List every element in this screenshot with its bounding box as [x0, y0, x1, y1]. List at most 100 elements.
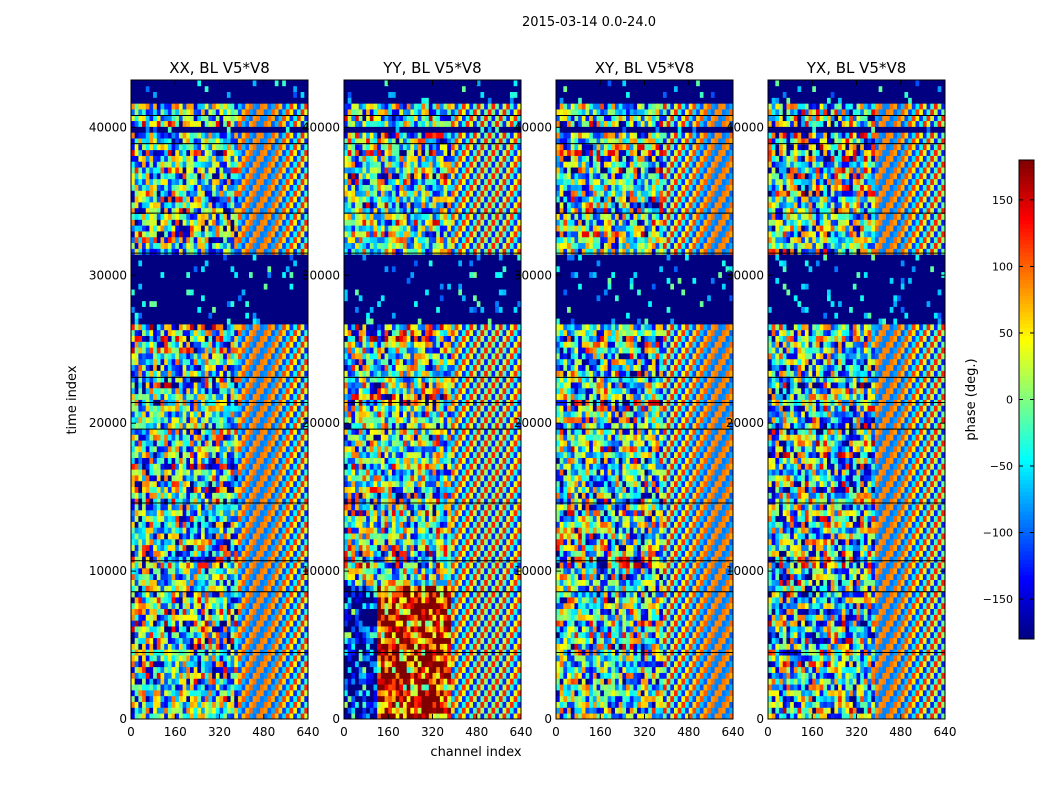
heatmap-cell [237, 451, 243, 458]
heatmap-cell [156, 289, 161, 296]
heatmap-cell [142, 469, 147, 476]
heatmap-cell [282, 364, 287, 371]
heatmap-cell [186, 248, 191, 255]
heatmap-cell [226, 614, 231, 621]
heatmap-cell [186, 341, 191, 348]
heatmap-cell [289, 132, 294, 139]
heatmap-cell [252, 329, 257, 336]
heatmap-cell [293, 492, 298, 499]
heatmap-cell [219, 533, 224, 540]
heatmap-cell [138, 637, 143, 644]
heatmap-cell [164, 457, 169, 464]
heatmap-cell [138, 480, 143, 488]
heatmap-cell [300, 562, 305, 569]
heatmap-cell [285, 567, 290, 575]
heatmap-cell [296, 306, 302, 313]
heatmap-cell [241, 329, 246, 336]
heatmap-cell [245, 405, 250, 412]
heatmap-cell [263, 149, 268, 156]
heatmap-cell [267, 538, 272, 546]
heatmap-cell [149, 666, 154, 673]
heatmap-cell [285, 445, 290, 453]
heatmap-cell [197, 585, 202, 592]
heatmap-cell [293, 567, 298, 575]
heatmap-cell [223, 416, 228, 424]
heatmap-cell [186, 312, 191, 319]
heatmap-cell [274, 486, 279, 493]
heatmap-cell [245, 178, 250, 185]
heatmap-cell [131, 225, 136, 232]
heatmap-cell [164, 149, 169, 156]
heatmap-cell [282, 382, 287, 389]
heatmap-cell [256, 660, 261, 668]
heatmap-cell [190, 289, 195, 296]
heatmap-cell [160, 445, 165, 453]
heatmap-cell [256, 312, 261, 319]
heatmap-cell [215, 527, 220, 534]
heatmap-cell [234, 713, 239, 720]
heatmap-cell [304, 225, 309, 232]
heatmap-cell [175, 562, 180, 569]
heatmap-cell [237, 492, 243, 499]
heatmap-cell [256, 143, 261, 151]
heatmap-cell [263, 666, 268, 673]
heatmap-cell [219, 591, 224, 598]
heatmap-cell [230, 643, 235, 650]
heatmap-cell [156, 329, 161, 336]
heatmap-cell [226, 469, 231, 476]
heatmap-cell [182, 602, 187, 610]
heatmap-cell [300, 347, 305, 354]
heatmap-cell [156, 655, 161, 662]
heatmap-cell [138, 550, 143, 557]
heatmap-cell [182, 335, 187, 342]
heatmap-cell [263, 364, 268, 371]
heatmap-cell [300, 701, 305, 708]
heatmap-cell [153, 271, 158, 278]
heatmap-cell [131, 608, 136, 615]
heatmap-cell [131, 521, 136, 528]
heatmap-cell [160, 184, 165, 191]
heatmap-cell [167, 509, 172, 517]
heatmap-cell [186, 567, 191, 575]
heatmap-cell [190, 231, 195, 238]
heatmap-cell [212, 614, 217, 621]
heatmap-cell [134, 335, 139, 342]
heatmap-cell [142, 143, 147, 151]
heatmap-cell [249, 591, 254, 598]
heatmap-cell [201, 498, 206, 505]
heatmap-cell [145, 289, 150, 296]
heatmap-cell [142, 544, 147, 551]
heatmap-cell [201, 236, 206, 244]
heatmap-cell [171, 126, 176, 133]
heatmap-cell [208, 353, 213, 360]
heatmap-cell [226, 515, 231, 522]
heatmap-cell [153, 515, 158, 522]
heatmap-cell [226, 167, 231, 174]
heatmap-cell [226, 626, 231, 633]
heatmap-cell [186, 126, 191, 133]
heatmap-cell [171, 277, 176, 284]
heatmap-cell [175, 231, 180, 238]
heatmap-cell [296, 521, 302, 528]
heatmap-cell [278, 358, 283, 366]
heatmap-cell [278, 672, 283, 679]
heatmap-cell [215, 672, 220, 679]
heatmap-cell [171, 318, 176, 325]
heatmap-cell [282, 283, 287, 290]
heatmap-cell [197, 469, 202, 476]
heatmap-cell [160, 416, 165, 424]
heatmap-cell [226, 666, 231, 673]
heatmap-cell [190, 573, 195, 580]
heatmap-cell [296, 527, 302, 534]
heatmap-cell [256, 353, 261, 360]
heatmap-cell [197, 393, 202, 400]
heatmap-cell [201, 416, 206, 424]
heatmap-cell [215, 562, 220, 569]
heatmap-cell [300, 591, 305, 598]
heatmap-cell [138, 527, 143, 534]
heatmap-cell [300, 573, 305, 580]
heatmap-cell [215, 684, 220, 691]
heatmap-cell [219, 231, 224, 238]
heatmap-cell [153, 672, 158, 679]
heatmap-cell [226, 660, 231, 668]
